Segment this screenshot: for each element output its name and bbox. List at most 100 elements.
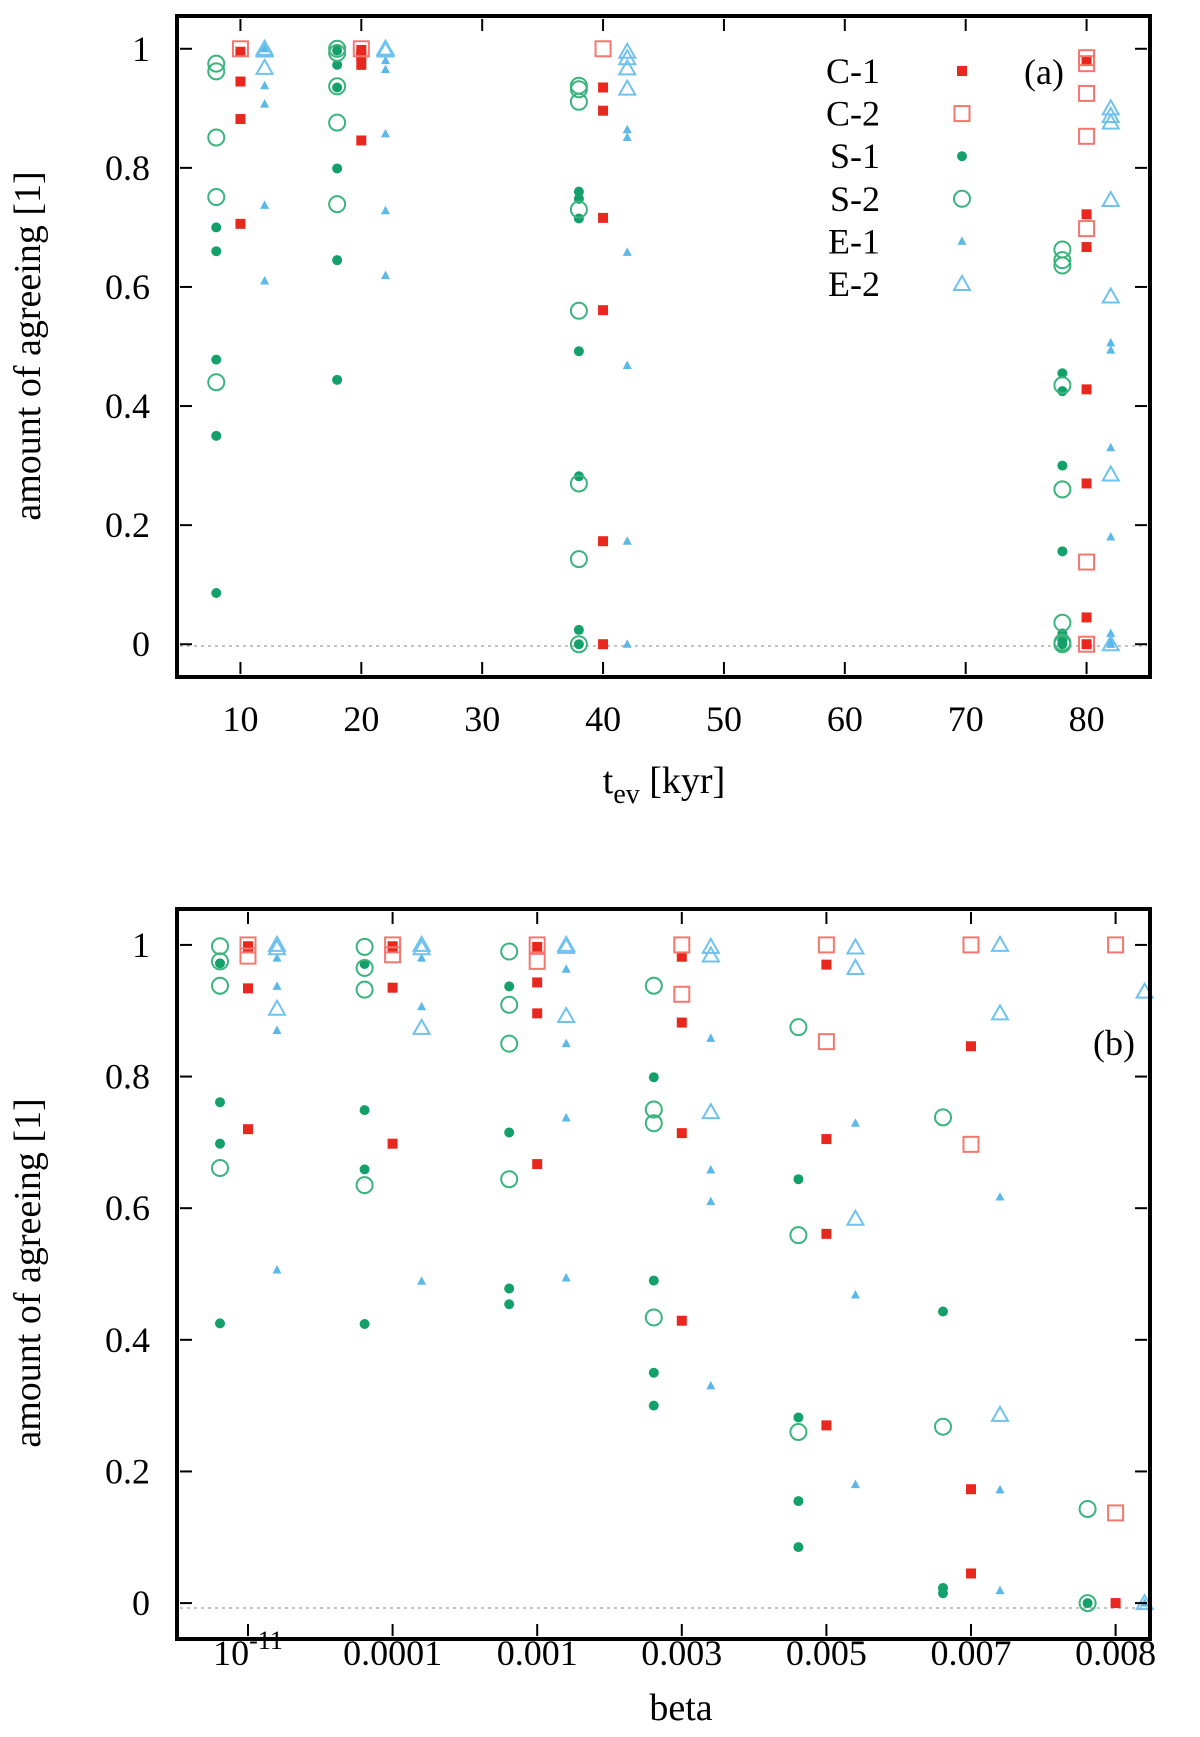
data-point-c-2: [1107, 1504, 1125, 1522]
data-point-e-1: [260, 80, 270, 90]
data-point-c-1: [821, 959, 832, 970]
data-point-s-2: [1053, 251, 1072, 270]
data-point-e-2: [701, 1102, 721, 1120]
data-point-e-1: [706, 1196, 716, 1206]
data-point-c-1: [966, 1568, 976, 1579]
data-point-s-2: [569, 474, 588, 493]
plot-frame-a: [175, 14, 1152, 679]
data-point-s-2: [328, 113, 347, 132]
x-axis-label-a: tev [kyr]: [603, 760, 725, 810]
data-point-e-1: [706, 1165, 716, 1174]
data-point-s-1: [332, 255, 343, 266]
y-tick-label: 0.4: [105, 386, 150, 426]
data-point-c-2: [1078, 635, 1096, 653]
data-point-e-2: [845, 1208, 866, 1226]
data-point-s-1: [211, 354, 222, 365]
data-point-s-1: [504, 1299, 515, 1310]
data-point-s-1: [215, 958, 225, 969]
data-point-e-1: [380, 205, 390, 215]
data-point-s-1: [332, 374, 343, 385]
data-point-c-1: [1081, 478, 1092, 489]
data-point-s-2: [207, 54, 226, 73]
data-point-e-2: [254, 40, 275, 58]
data-point-s-1: [332, 163, 343, 174]
data-point-s-2: [500, 942, 519, 961]
y-tick-label: 0.6: [105, 267, 150, 307]
data-point-c-1: [1081, 612, 1092, 623]
y-tick-label: 0.8: [105, 1057, 150, 1097]
data-point-c-1: [532, 1159, 543, 1170]
data-point-e-2: [1101, 106, 1121, 124]
data-point-s-1: [215, 1138, 225, 1149]
x-tick-label: 20: [343, 699, 379, 739]
data-point-e-2: [375, 40, 396, 58]
x-ticks-a: 10 20 30 40 50 60 70 80: [222, 19, 1105, 739]
data-point-s-1: [648, 1275, 659, 1286]
x-axis-label-a-unit: [kyr]: [640, 760, 725, 802]
data-point-e-1: [1106, 345, 1116, 354]
data-point-e-2: [990, 1404, 1010, 1422]
data-point-c-1: [532, 1008, 543, 1019]
data-point-c-2: [1078, 127, 1096, 145]
data-point-e-1: [995, 1191, 1005, 1201]
data-point-s-1: [504, 1283, 515, 1294]
data-point-e-2: [1101, 112, 1121, 130]
data-point-s-2: [569, 635, 588, 654]
data-point-s-1: [504, 1127, 515, 1138]
x-tick-label: 10-11: [213, 1626, 283, 1673]
data-point-e-2: [845, 937, 866, 955]
data-point-s-2: [211, 952, 229, 971]
data-point-e-1: [850, 1118, 860, 1127]
legend-label-e-2: E-2: [828, 264, 880, 304]
data-point-c-2: [384, 936, 402, 954]
data-point-c-1: [598, 212, 609, 223]
data-point-c-2: [352, 40, 370, 58]
data-point-e-2: [556, 1005, 576, 1023]
data-point-c-1: [1081, 384, 1092, 395]
data-point-s-1: [215, 1097, 225, 1108]
data-point-s-1: [648, 1367, 659, 1378]
data-point-s-2: [328, 77, 347, 96]
data-point-e-1: [1106, 639, 1116, 648]
data-point-e-1: [622, 124, 632, 134]
data-point-s-1: [1057, 386, 1068, 397]
legend-label-c-2: C-2: [826, 94, 880, 134]
data-point-s-1: [573, 346, 584, 357]
data-point-c-1: [966, 1041, 976, 1052]
data-point-e-2: [411, 938, 432, 956]
data-point-s-1: [793, 1412, 804, 1423]
legend-label-c-1: C-1: [826, 51, 880, 91]
data-point-s-1: [1057, 546, 1068, 557]
data-point-c-1: [235, 218, 246, 229]
data-point-e-1: [622, 247, 632, 256]
data-point-s-2: [207, 373, 226, 392]
data-point-c-1: [1081, 242, 1092, 253]
data-point-e-2: [701, 945, 721, 963]
x-axis-label-a-sub: ev: [613, 779, 639, 810]
data-point-s-2: [355, 980, 374, 999]
panel-label-a: (a): [1024, 52, 1064, 92]
data-point-s-2: [355, 958, 374, 977]
data-point-c-2: [817, 1033, 835, 1051]
data-point-c-1: [676, 1315, 687, 1326]
data-point-e-2: [411, 934, 432, 952]
data-point-c-1: [966, 1484, 976, 1495]
data-point-e-1: [260, 43, 270, 53]
data-point-s-1: [332, 59, 343, 70]
data-point-c-2: [239, 936, 257, 954]
data-point-c-1: [1081, 209, 1092, 220]
data-point-s-2: [1053, 480, 1072, 499]
data-point-s-2: [1053, 635, 1072, 654]
plot-frame-b: [175, 907, 1152, 1641]
data-point-e-2: [411, 1017, 432, 1035]
data-point-s-2: [207, 188, 226, 207]
data-point-c-1: [598, 305, 609, 316]
data-point-s-2: [644, 1114, 663, 1133]
data-point-e-1: [417, 1001, 427, 1011]
data-point-s-2: [789, 1226, 808, 1245]
data-point-c-1: [1081, 639, 1092, 650]
data-point-c-1: [598, 639, 609, 650]
data-point-e-2: [1101, 190, 1121, 208]
data-point-s-2: [500, 1170, 519, 1189]
data-point-c-1: [235, 114, 246, 125]
